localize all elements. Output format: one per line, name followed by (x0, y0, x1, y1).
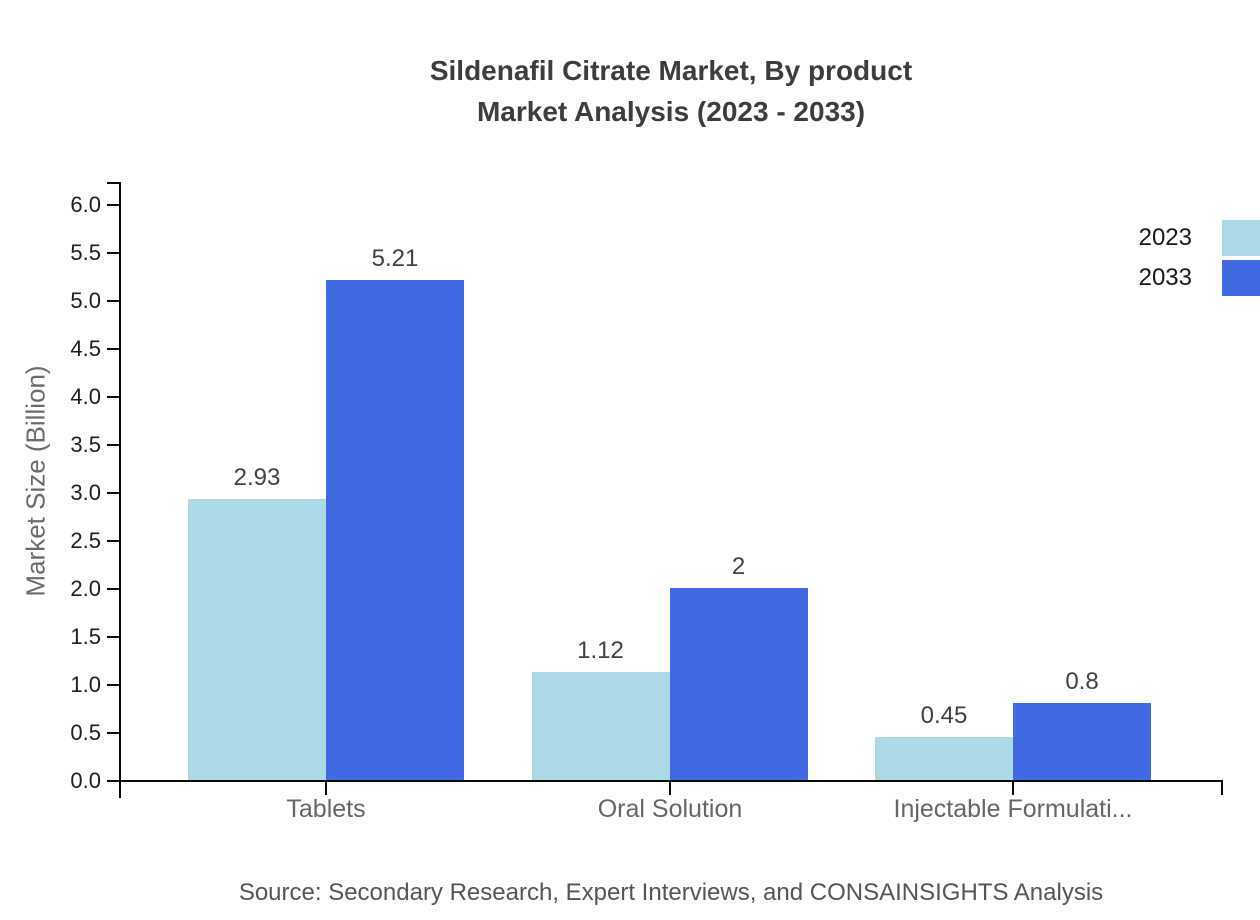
y-tick (107, 348, 120, 350)
y-tick (107, 444, 120, 446)
bar-2033-1 (326, 280, 464, 780)
bar-2033-2 (669, 588, 808, 780)
y-tick-label: 5.0 (70, 288, 101, 313)
y-tick-label: 6.0 (70, 192, 101, 217)
y-tick (107, 732, 120, 734)
legend-label-2033: 2033 (1138, 264, 1192, 291)
y-tick (107, 396, 120, 398)
y-axis-line (119, 182, 121, 798)
chart-title: Sildenafil Citrate Market, By product Ma… (120, 50, 1222, 132)
y-tick-label: 2.5 (70, 528, 101, 553)
legend-item-2023: 2023 (1139, 220, 1260, 256)
y-tick-label: 3.5 (70, 432, 101, 457)
y-tick-label: 4.5 (70, 336, 101, 361)
bar-value-label: 5.21 (371, 245, 419, 272)
bar-value-label: 2.93 (233, 464, 281, 491)
y-tick (107, 252, 120, 254)
source-note: Source: Secondary Research, Expert Inter… (238, 879, 1104, 906)
x-tick (325, 780, 327, 795)
x-tick (669, 780, 671, 795)
y-tick-label: 3.0 (70, 480, 101, 505)
bar-2023-2 (531, 672, 670, 780)
bar-value-label: 0.45 (920, 702, 968, 729)
y-tick-label: 0.0 (70, 768, 101, 793)
bar-2023-3 (875, 737, 1013, 780)
y-tick (107, 492, 120, 494)
bar-2023-1 (188, 499, 326, 780)
category-label: Oral Solution (597, 795, 743, 823)
y-tick (107, 300, 120, 302)
x-axis-line (119, 780, 1223, 782)
y-tick-label: 4.0 (70, 384, 101, 409)
category-label: Tablets (286, 795, 366, 823)
y-tick-label: 1.0 (70, 672, 101, 697)
bar-value-label: 2 (731, 553, 746, 580)
bar-value-label: 1.12 (577, 637, 624, 664)
y-tick (107, 204, 120, 206)
x-tick (1012, 780, 1014, 795)
category-label: Injectable Formulati... (893, 795, 1133, 823)
legend-swatch-2033 (1222, 260, 1260, 296)
y-tick-label: 2.0 (70, 576, 101, 601)
y-tick (107, 684, 120, 686)
y-tick (107, 588, 120, 590)
y-tick (107, 636, 120, 638)
chart-title-line2: Market Analysis (2023 - 2033) (476, 96, 866, 127)
y-tick (107, 540, 120, 542)
y-tick-label: 5.5 (70, 240, 101, 265)
legend-label-2023: 2023 (1138, 224, 1192, 251)
bar-value-label: 0.8 (1065, 668, 1099, 695)
y-tick-label: 0.5 (70, 720, 101, 745)
bar-2033-3 (1013, 703, 1151, 780)
legend-swatch-2023 (1222, 220, 1260, 256)
y-tick-label: 1.5 (70, 624, 101, 649)
y-axis-top-cap (107, 182, 121, 184)
x-axis-end-tick (1221, 780, 1223, 795)
legend-item-2033: 2033 (1139, 260, 1260, 296)
chart-title-line1: Sildenafil Citrate Market, By product (429, 55, 913, 86)
y-tick (107, 780, 120, 782)
